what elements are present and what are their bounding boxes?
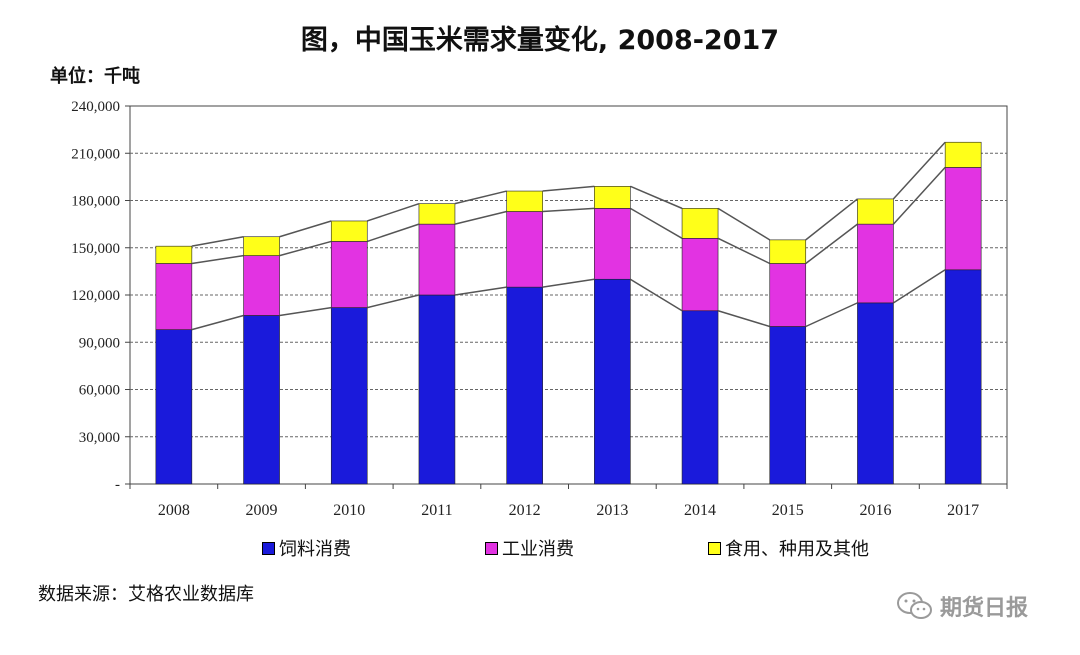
bar-segment — [594, 278, 631, 485]
x-tick-label: 2014 — [684, 502, 716, 519]
bar-segment — [944, 269, 982, 485]
legend-swatch — [708, 541, 721, 555]
bar-segment — [944, 167, 982, 271]
lines-layer — [191, 141, 946, 331]
series-connector-line — [279, 306, 332, 317]
bar-segment — [681, 238, 719, 312]
bar-segment — [769, 326, 807, 485]
bar-segment — [857, 198, 894, 225]
x-tick-label: 2008 — [158, 502, 190, 519]
bar-segment — [769, 263, 807, 327]
y-tick-label: 180,000 — [71, 194, 120, 210]
axis-layer: - 30,000 60,000 90,000 120,000 150,000 180,000… — [71, 99, 1008, 519]
y-tick-label: 150,000 — [71, 241, 120, 257]
series-connector-line — [367, 294, 420, 309]
bar-segment — [330, 241, 368, 308]
bar-segment — [243, 315, 280, 485]
x-tick-label: 2013 — [596, 502, 628, 519]
legend-item: 饲料消费 — [262, 535, 351, 561]
legend-label: 饲料消费 — [279, 539, 351, 560]
series-connector-line — [893, 269, 946, 304]
legend: 饲料消费 工业消费 食用、种用及其他 — [0, 535, 1080, 561]
legend-item: 工业消费 — [485, 535, 574, 561]
series-connector-line — [454, 210, 507, 225]
x-tick-label: 2012 — [509, 502, 541, 519]
y-tick-label: - — [115, 477, 120, 493]
series-connector-line — [629, 207, 683, 239]
series-connector-line — [629, 278, 683, 312]
x-tick-label: 2017 — [947, 502, 979, 519]
x-tick-label: 2016 — [859, 502, 891, 519]
x-tick-label: 2010 — [333, 502, 365, 519]
series-connector-line — [717, 310, 770, 328]
bar-segment — [243, 255, 280, 316]
source-note: 数据来源：艾格农业数据库 — [38, 584, 254, 605]
y-tick-label: 120,000 — [71, 288, 120, 304]
bar-segment — [418, 294, 456, 485]
y-tick-label: 30,000 — [79, 430, 120, 446]
bar-segment — [243, 236, 280, 256]
legend-label: 工业消费 — [502, 539, 574, 560]
legend-swatch — [485, 541, 498, 555]
bar-segment — [155, 263, 193, 330]
watermark-text: 期货日报 — [940, 596, 1029, 621]
series-connector-line — [805, 223, 858, 265]
y-tick-label: 60,000 — [79, 383, 120, 399]
bar-segment — [506, 211, 543, 288]
x-tick-label: 2011 — [421, 502, 452, 519]
x-tick-label: 2015 — [772, 502, 804, 519]
bar-segment — [681, 310, 719, 485]
bar-segment — [681, 208, 719, 239]
series-connector-line — [542, 185, 595, 192]
series-connector-line — [892, 141, 946, 200]
bar-segment — [857, 223, 894, 304]
series-connector-line — [542, 207, 595, 213]
bar-segment — [594, 186, 631, 209]
series-connector-line — [367, 223, 420, 243]
series-connector-line — [454, 190, 507, 205]
bar-segment — [944, 141, 982, 168]
series-connector-line — [367, 202, 420, 222]
bar-segment — [506, 190, 543, 212]
y-tick-label: 240,000 — [71, 99, 120, 115]
bar-segment — [594, 208, 631, 280]
series-connector-line — [892, 166, 946, 225]
bar-segment — [330, 220, 368, 242]
bar-segment — [418, 223, 456, 296]
series-connector-line — [454, 286, 507, 296]
watermark: 期货日报 — [896, 590, 1028, 622]
bar-segment — [506, 286, 543, 485]
series-connector-line — [191, 314, 244, 331]
series-connector-line — [191, 235, 244, 247]
bar-segment — [155, 245, 193, 264]
series-connector-line — [191, 254, 244, 265]
legend-label: 食用、种用及其他 — [725, 539, 869, 560]
series-connector-line — [542, 278, 595, 288]
series-connector-line — [279, 220, 332, 238]
series-connector-line — [279, 240, 332, 257]
wechat-icon — [897, 592, 932, 619]
bar-segment — [155, 329, 193, 485]
series-connector-line — [805, 302, 858, 328]
x-tick-label: 2009 — [246, 502, 278, 519]
bar-segment — [418, 203, 456, 225]
y-tick-label: 210,000 — [71, 146, 120, 162]
bar-segment — [769, 239, 807, 264]
bars-layer — [155, 141, 982, 485]
bar-segment — [857, 302, 894, 485]
series-connector-line — [717, 237, 771, 265]
unit-label: 单位：千吨 — [50, 66, 140, 87]
legend-item: 食用、种用及其他 — [708, 535, 869, 561]
series-connector-line — [805, 198, 858, 241]
series-connector-line — [630, 185, 683, 210]
series-connector-line — [717, 207, 771, 241]
chart-title: 图，中国玉米需求量变化, 2008-2017 — [300, 25, 780, 56]
legend-swatch — [262, 541, 275, 555]
y-tick-label: 90,000 — [79, 335, 120, 351]
bar-segment — [330, 307, 368, 485]
